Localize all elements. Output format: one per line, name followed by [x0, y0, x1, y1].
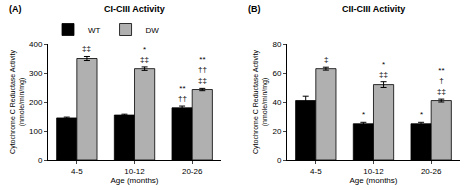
svg-text:Cytochrome C Reductase Activit: Cytochrome C Reductase Activity(nmole/mi…	[252, 50, 269, 154]
svg-text:**††‡‡: **††‡‡	[198, 55, 207, 85]
svg-text:‡: ‡	[324, 55, 328, 64]
svg-text:200: 200	[29, 98, 43, 107]
svg-text:100: 100	[29, 127, 43, 136]
svg-text:40: 40	[272, 98, 281, 107]
svg-text:Age (months): Age (months)	[349, 176, 397, 185]
svg-text:10-12: 10-12	[363, 167, 384, 176]
svg-text:0: 0	[277, 156, 282, 165]
svg-text:CII-CIII Activity: CII-CIII Activity	[342, 4, 405, 14]
svg-text:60: 60	[272, 69, 281, 78]
svg-text:‡‡: ‡‡	[82, 44, 91, 53]
svg-text:20-26: 20-26	[421, 167, 442, 176]
svg-text:20: 20	[272, 127, 281, 136]
svg-text:0: 0	[38, 156, 43, 165]
svg-text:20-26: 20-26	[182, 167, 203, 176]
svg-text:*: *	[420, 110, 423, 119]
svg-text:CI-CIII Activity: CI-CIII Activity	[104, 4, 165, 14]
svg-text:Cytochrome C Reductase Activit: Cytochrome C Reductase Activity(nmole/mi…	[9, 50, 26, 154]
svg-text:*‡‡: *‡‡	[140, 45, 149, 64]
svg-text:WT: WT	[88, 26, 101, 35]
svg-text:DW: DW	[146, 26, 160, 35]
svg-text:4-5: 4-5	[71, 167, 83, 176]
svg-text:**††: **††	[178, 84, 187, 103]
svg-text:4-5: 4-5	[310, 167, 322, 176]
svg-text:10-12: 10-12	[124, 167, 145, 176]
svg-text:**†‡‡: **†‡‡	[437, 66, 446, 96]
svg-text:*‡‡: *‡‡	[379, 60, 388, 79]
svg-text:300: 300	[29, 69, 43, 78]
svg-text:(B): (B)	[248, 4, 261, 14]
svg-text:*: *	[362, 110, 365, 119]
svg-text:80: 80	[272, 40, 281, 49]
svg-text:400: 400	[29, 40, 43, 49]
svg-text:(A): (A)	[9, 4, 22, 14]
svg-text:Age (months): Age (months)	[111, 176, 159, 185]
